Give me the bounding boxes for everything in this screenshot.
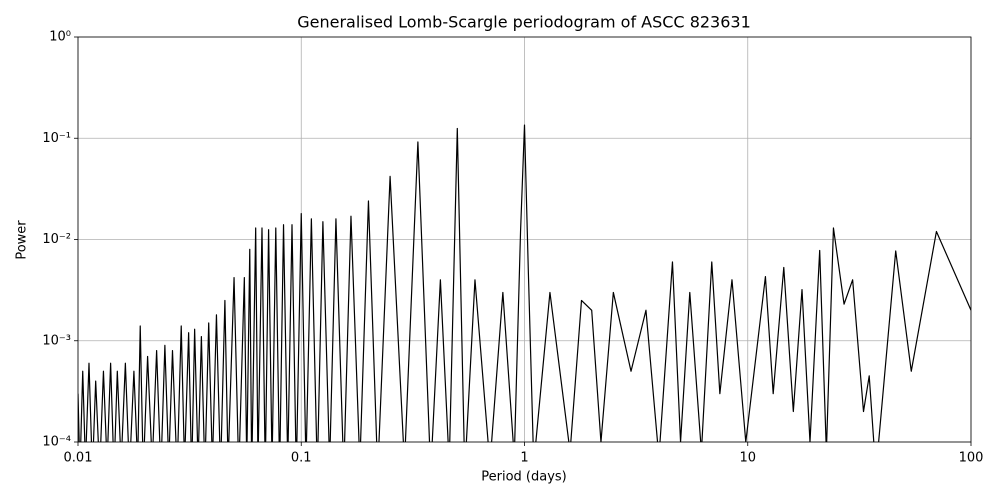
x-tick-label: 100 [959, 451, 984, 466]
x-axis-label: Period (days) [481, 470, 567, 485]
y-tick-label: 10⁻⁴ [42, 435, 71, 450]
x-tick-label: 0.1 [291, 451, 312, 466]
y-tick-label: 10⁻² [42, 232, 71, 247]
y-axis-label: Power [15, 220, 30, 260]
y-tick-label: 10⁻³ [42, 333, 71, 348]
grid [77, 36, 972, 443]
power-line [78, 124, 971, 442]
plot-area [78, 124, 971, 442]
x-tick-label: 0.01 [64, 451, 93, 466]
y-tick-label: 10⁰ [49, 30, 71, 45]
x-tick-label: 1 [520, 451, 528, 466]
x-tick-label: 10 [739, 451, 756, 466]
y-tick-label: 10⁻¹ [42, 131, 71, 146]
chart-title: Generalised Lomb-Scargle periodogram of … [297, 13, 751, 32]
